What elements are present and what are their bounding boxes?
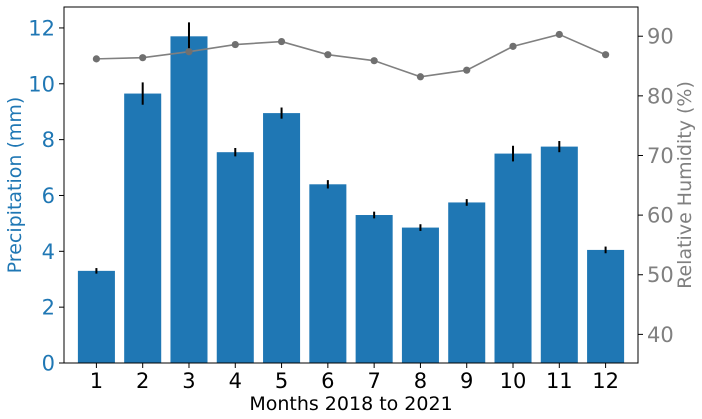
- humidity-point: [601, 51, 610, 59]
- plot-area-frame: [63, 6, 639, 364]
- right-y-tick-label: 80: [647, 84, 674, 108]
- left-y-tick-label: 12: [28, 16, 55, 40]
- left-y-tick-label: 4: [42, 240, 55, 264]
- x-tick-label: 1: [90, 369, 103, 393]
- precipitation-bar: [587, 249, 625, 363]
- x-tick-label: 12: [592, 369, 619, 393]
- right-y-tick-label: 40: [647, 323, 674, 347]
- x-tick-label: 4: [229, 369, 242, 393]
- right-y-tick-label: 70: [647, 144, 674, 168]
- right-y-axis-ticks: 40 50 60 70 80 90: [638, 25, 674, 347]
- x-tick-label: 7: [367, 369, 380, 393]
- x-tick-label: 3: [182, 369, 195, 393]
- humidity-line-series: [92, 30, 610, 81]
- x-tick-label: 8: [414, 369, 427, 393]
- humidity-point: [509, 42, 517, 50]
- x-tick-label: 5: [275, 369, 288, 393]
- right-y-tick-label: 60: [647, 204, 674, 228]
- precipitation-bar: [309, 184, 347, 363]
- x-axis-ticks: 1 2 3 4 5 6 7 8 9 10 11 12: [90, 363, 619, 393]
- left-y-tick-label: 8: [42, 128, 55, 152]
- precipitation-bar: [170, 36, 208, 363]
- right-y-tick-label: 50: [647, 263, 674, 287]
- left-y-axis-ticks: 0 2 4 6 8 10 12: [28, 16, 64, 376]
- right-y-tick-label: 90: [647, 25, 674, 49]
- precipitation-bar: [494, 153, 532, 363]
- humidity-point: [92, 55, 101, 63]
- humidity-point: [324, 51, 332, 59]
- precipitation-bars: [77, 36, 625, 364]
- left-y-tick-label: 6: [42, 184, 55, 208]
- humidity-point: [231, 40, 239, 49]
- humidity-point: [185, 48, 193, 56]
- humidity-point: [463, 66, 471, 74]
- precipitation-bar: [540, 146, 578, 363]
- precipitation-error-bars: [95, 22, 607, 274]
- humidity-point: [277, 37, 286, 46]
- left-y-tick-label: 10: [28, 72, 55, 96]
- right-y-axis-label: Relative Humidity (%): [674, 81, 696, 289]
- humidity-point: [370, 57, 378, 65]
- precipitation-bar: [448, 202, 486, 363]
- x-tick-label: 10: [500, 369, 527, 393]
- humidity-point: [139, 54, 147, 62]
- precipitation-bar: [355, 215, 393, 363]
- humidity-line: [96, 33, 606, 78]
- x-axis-label: Months 2018 to 2021: [249, 393, 452, 415]
- x-tick-label: 9: [460, 369, 473, 393]
- left-y-tick-label: 0: [42, 352, 55, 376]
- left-y-axis-label: Precipitation (mm): [4, 97, 26, 274]
- x-tick-label: 11: [546, 369, 573, 393]
- precipitation-bar: [124, 93, 162, 364]
- x-tick-label: 6: [321, 369, 334, 393]
- precipitation-bar: [216, 152, 254, 363]
- humidity-point: [416, 73, 425, 81]
- precipitation-bar: [401, 227, 439, 363]
- precipitation-bar: [77, 270, 115, 363]
- precipitation-bar: [263, 113, 301, 363]
- x-tick-label: 2: [136, 369, 149, 393]
- humidity-point: [555, 30, 563, 39]
- left-y-tick-label: 2: [42, 296, 55, 320]
